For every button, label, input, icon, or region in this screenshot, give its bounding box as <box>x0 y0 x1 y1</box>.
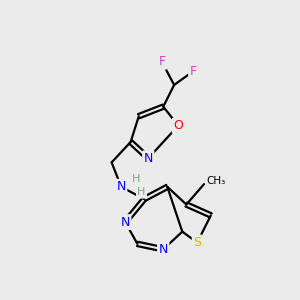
Text: S: S <box>193 236 201 249</box>
Text: O: O <box>173 119 183 132</box>
Text: N: N <box>159 243 168 256</box>
Text: H: H <box>137 187 146 197</box>
Text: CH₃: CH₃ <box>206 176 226 186</box>
Text: N: N <box>116 180 126 193</box>
Text: F: F <box>158 55 166 68</box>
Text: N: N <box>144 152 153 165</box>
Text: N: N <box>121 216 130 229</box>
Text: F: F <box>190 65 197 78</box>
Text: H: H <box>132 174 140 184</box>
